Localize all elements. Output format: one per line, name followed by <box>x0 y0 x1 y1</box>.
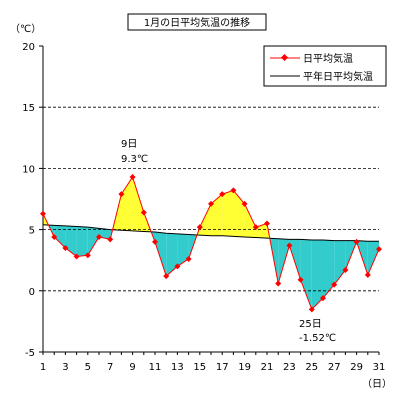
x-tick-label: 23 <box>283 362 296 373</box>
x-tick-label: 3 <box>62 362 68 373</box>
x-tick-label: 27 <box>328 362 341 373</box>
data-point <box>40 210 46 217</box>
below-normal-fill <box>177 233 189 267</box>
data-point <box>286 242 293 249</box>
max-annotation-day: 9日 <box>121 139 137 150</box>
x-axis-label: （日） <box>362 378 392 390</box>
x-tick-label: 9 <box>129 362 135 373</box>
below-normal-fill <box>300 239 312 310</box>
data-point <box>230 187 237 194</box>
y-tick-label: 5 <box>29 226 35 237</box>
data-point <box>342 266 349 273</box>
y-axis-label: （℃） <box>10 23 41 35</box>
x-tick-label: 11 <box>149 362 162 373</box>
data-point <box>353 238 360 245</box>
x-tick-label: 7 <box>107 362 113 373</box>
x-tick-labels: 1 3 5 7 9 11 13 15 17 19 21 23 25 27 29 31 <box>40 362 386 373</box>
data-points <box>40 173 382 313</box>
legend-normal-label: 平年日平均気温 <box>303 70 373 83</box>
below-normal-fill <box>367 241 379 275</box>
below-normal-fill <box>76 226 88 257</box>
data-point <box>107 236 114 243</box>
deviation-fills <box>43 176 379 310</box>
data-point <box>96 233 102 240</box>
data-point <box>185 255 192 262</box>
data-point <box>252 224 259 231</box>
data-point <box>118 191 125 198</box>
max-annotation-value: 9.3℃ <box>121 154 148 165</box>
x-tick-label: 21 <box>261 362 274 373</box>
data-point <box>163 273 170 280</box>
x-tick-label: 15 <box>193 362 206 373</box>
data-point <box>208 200 214 207</box>
data-point <box>84 252 91 259</box>
x-tick-label: 1 <box>40 362 46 373</box>
above-normal-fill <box>211 194 223 236</box>
above-normal-fill <box>233 190 245 237</box>
below-normal-fill <box>155 232 167 277</box>
y-tick-label: -5 <box>25 348 35 359</box>
grid-lines <box>43 106 379 292</box>
axes <box>39 45 380 355</box>
data-point <box>152 238 158 245</box>
y-tick-label: 15 <box>22 103 35 114</box>
data-point <box>331 281 338 288</box>
legend: 日平均気温 平年日平均気温 <box>263 45 387 87</box>
below-normal-fill <box>99 228 111 240</box>
data-point <box>196 224 203 231</box>
data-point <box>219 191 226 198</box>
data-point <box>275 280 282 287</box>
data-point <box>376 246 382 253</box>
data-point <box>51 233 58 240</box>
below-normal-fill <box>323 240 335 299</box>
y-tick-labels: 20 15 10 5 0 -5 <box>22 42 35 359</box>
min-annotation-day: 25日 <box>299 319 322 330</box>
min-annotation-value: -1.52℃ <box>299 333 336 344</box>
x-tick-label: 17 <box>216 362 229 373</box>
below-normal-fill <box>87 227 99 256</box>
data-point <box>320 295 326 302</box>
data-point <box>241 200 248 207</box>
y-tick-label: 10 <box>22 164 35 175</box>
below-normal-fill <box>311 240 323 310</box>
data-point <box>140 209 147 216</box>
x-tick-label: 31 <box>373 362 386 373</box>
above-normal-fill <box>199 203 211 236</box>
above-normal-fill <box>222 190 234 237</box>
x-tick-label: 29 <box>350 362 363 373</box>
legend-daily-label: 日平均気温 <box>303 52 353 65</box>
data-point <box>62 244 69 251</box>
y-tick-label: 0 <box>29 287 35 298</box>
x-tick-label: 13 <box>171 362 184 373</box>
data-point <box>129 173 136 180</box>
below-normal-fill <box>166 233 178 277</box>
below-normal-fill <box>334 240 346 285</box>
data-point <box>308 306 315 313</box>
above-normal-fill <box>244 203 256 238</box>
legend-daily-marker <box>280 53 289 62</box>
data-point <box>73 253 80 260</box>
svg-text:1月の日平均気温の推移: 1月の日平均気温の推移 <box>144 16 250 29</box>
above-normal-fill <box>132 176 144 232</box>
normal-temperature-line <box>42 224 379 242</box>
y-tick-label: 20 <box>22 42 35 53</box>
x-tick-label: 25 <box>305 362 318 373</box>
data-point <box>364 271 371 278</box>
chart-title: 1月の日平均気温の推移 <box>127 13 267 31</box>
x-tick-label: 19 <box>238 362 251 373</box>
data-point <box>174 263 181 270</box>
data-point <box>264 220 270 227</box>
data-point <box>297 276 304 283</box>
x-tick-label: 5 <box>85 362 91 373</box>
below-normal-fill <box>54 225 66 248</box>
below-normal-fill <box>65 225 77 257</box>
